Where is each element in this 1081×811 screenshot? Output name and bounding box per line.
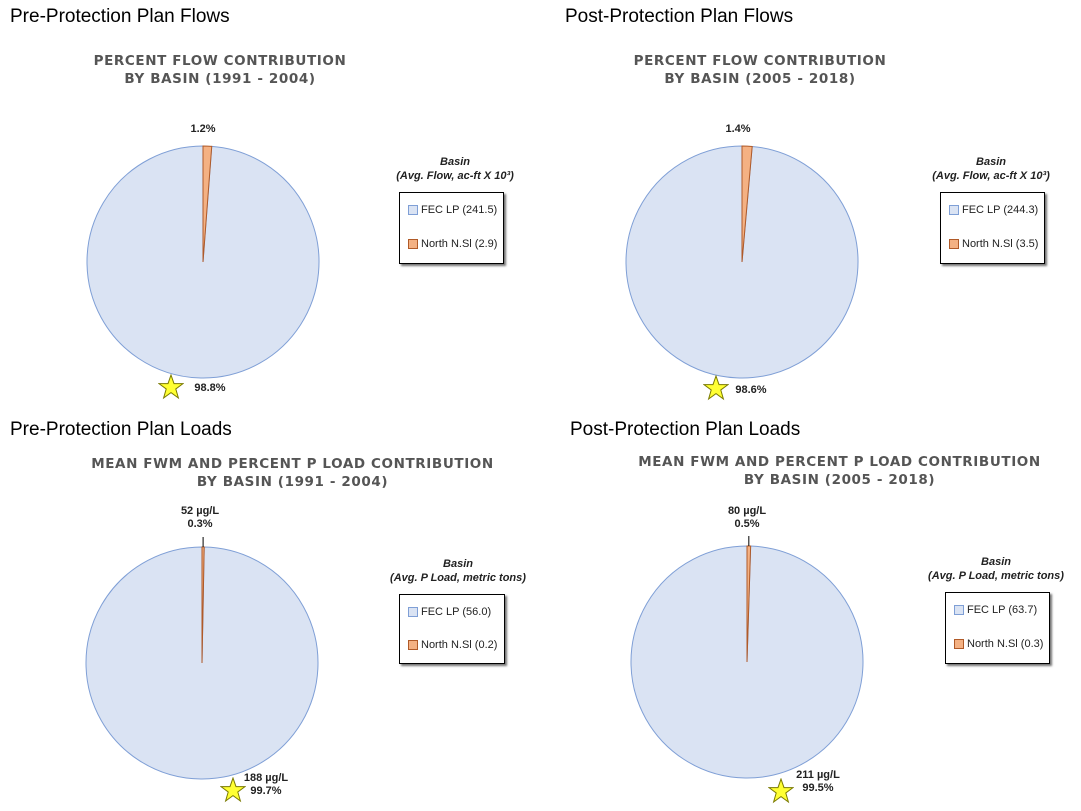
slice-label-fec: 98.6% [726, 384, 776, 397]
legend-entry-label: North N.Sl (0.2) [421, 639, 498, 651]
slice-north [741, 145, 753, 263]
legend: FEC LP (241.5) North N.Sl (2.9) [399, 192, 504, 264]
slice-label-north: 1.4% [713, 123, 763, 136]
chart-title: MEAN FWM AND PERCENT P LOAD CONTRIBUTION… [617, 453, 1062, 489]
legend-title-line-1: Basin [443, 558, 473, 570]
legend-entry-fec: FEC LP (244.3) [949, 204, 1038, 216]
chart-title: PERCENT FLOW CONTRIBUTION BY BASIN (2005… [600, 52, 920, 88]
legend-entry-label: FEC LP (241.5) [421, 204, 498, 216]
legend-swatch [408, 239, 418, 249]
star-icon [703, 375, 729, 401]
chart-title-line-2: BY BASIN (1991 - 2004) [196, 474, 389, 490]
legend-entry-label: FEC LP (244.3) [962, 204, 1039, 216]
slice-label-line: 0.5% [734, 518, 760, 530]
legend-entry-north: North N.Sl (0.3) [954, 638, 1043, 650]
legend-swatch [949, 205, 959, 215]
slice-label-line: 98.6% [735, 384, 767, 396]
legend: FEC LP (244.3) North N.Sl (3.5) [940, 192, 1045, 264]
legend-title-line-1: Basin [976, 156, 1006, 168]
legend-swatch [954, 639, 964, 649]
legend-entry-label: FEC LP (63.7) [967, 604, 1038, 616]
legend-title-line-2: (Avg. P Load, metric tons) [928, 570, 1064, 582]
legend-entry-north: North N.Sl (0.2) [408, 639, 497, 651]
slice-label-line: 1.2% [190, 123, 216, 135]
slice-label-line: 1.4% [725, 123, 751, 135]
legend-swatch [408, 640, 418, 650]
slice-label-north: 80 µg/L 0.5% [712, 505, 782, 531]
legend-title-line-1: Basin [440, 156, 470, 168]
legend-title-line-2: (Avg. Flow, ac-ft X 10³) [932, 170, 1050, 182]
slice-label-line: 52 µg/L [180, 505, 220, 517]
slice-north [202, 145, 213, 263]
legend: FEC LP (56.0) North N.Sl (0.2) [399, 594, 505, 664]
panel-heading: Pre-Protection Plan Loads [10, 419, 232, 440]
chart-title-line-2: BY BASIN (2005 - 2018) [664, 71, 856, 87]
chart-title-line-1: MEAN FWM AND PERCENT P LOAD CONTRIBUTION [91, 456, 494, 472]
star-icon [220, 777, 246, 803]
star-icon [768, 778, 794, 804]
chart-title-line-1: MEAN FWM AND PERCENT P LOAD CONTRIBUTION [638, 454, 1041, 470]
slice-label-fec: 188 µg/L 99.7% [236, 772, 296, 798]
slice-label-line: 99.5% [802, 782, 834, 794]
slice-label-line: 211 µg/L [796, 769, 840, 781]
legend-entry-north: North N.Sl (3.5) [949, 238, 1038, 250]
legend-title: Basin (Avg. P Load, metric tons) [383, 557, 533, 585]
chart-title-line-2: BY BASIN (2005 - 2018) [743, 472, 936, 488]
legend-title-line-2: (Avg. P Load, metric tons) [390, 572, 526, 584]
panel-heading: Post-Protection Plan Loads [570, 419, 801, 440]
legend-swatch [408, 607, 418, 617]
legend-entry-label: North N.Sl (3.5) [962, 238, 1039, 250]
legend-title: Basin (Avg. Flow, ac-ft X 10³) [380, 155, 530, 183]
star-icon [158, 374, 184, 400]
legend: FEC LP (63.7) North N.Sl (0.3) [945, 592, 1050, 664]
chart-title-line-2: BY BASIN (1991 - 2004) [124, 71, 316, 87]
legend-entry-fec: FEC LP (56.0) [408, 606, 491, 618]
legend-title-line-1: Basin [981, 556, 1011, 568]
chart-title-line-1: PERCENT FLOW CONTRIBUTION [93, 53, 347, 69]
chart-title: MEAN FWM AND PERCENT P LOAD CONTRIBUTION… [70, 455, 515, 491]
legend-entry-fec: FEC LP (241.5) [408, 204, 497, 216]
legend-title: Basin (Avg. Flow, ac-ft X 10³) [916, 155, 1066, 183]
legend-swatch [408, 205, 418, 215]
legend-entry-label: North N.Sl (2.9) [421, 238, 498, 250]
legend-entry-label: North N.Sl (0.3) [967, 638, 1044, 650]
legend-entry-north: North N.Sl (2.9) [408, 238, 497, 250]
slice-label-line: 99.7% [250, 785, 282, 797]
chart-title: PERCENT FLOW CONTRIBUTION BY BASIN (1991… [60, 52, 380, 88]
legend-title: Basin (Avg. P Load, metric tons) [921, 555, 1071, 583]
slice-label-line: 0.3% [187, 518, 213, 530]
legend-swatch [949, 239, 959, 249]
panel-heading: Pre-Protection Plan Flows [10, 6, 230, 27]
slice-label-line: 80 µg/L [727, 505, 767, 517]
slice-label-line: 98.8% [194, 382, 226, 394]
slice-label-fec: 211 µg/L 99.5% [788, 769, 848, 795]
legend-entry-fec: FEC LP (63.7) [954, 604, 1037, 616]
legend-swatch [954, 605, 964, 615]
panel-heading: Post-Protection Plan Flows [565, 6, 794, 27]
slice-label-line: 188 µg/L [243, 772, 289, 784]
legend-title-line-2: (Avg. Flow, ac-ft X 10³) [396, 170, 514, 182]
slice-north [201, 546, 205, 664]
slice-label-north: 52 µg/L 0.3% [165, 505, 235, 531]
legend-entry-label: FEC LP (56.0) [421, 606, 492, 618]
chart-title-line-1: PERCENT FLOW CONTRIBUTION [633, 53, 887, 69]
slice-label-fec: 98.8% [185, 382, 235, 395]
slice-label-north: 1.2% [178, 123, 228, 136]
